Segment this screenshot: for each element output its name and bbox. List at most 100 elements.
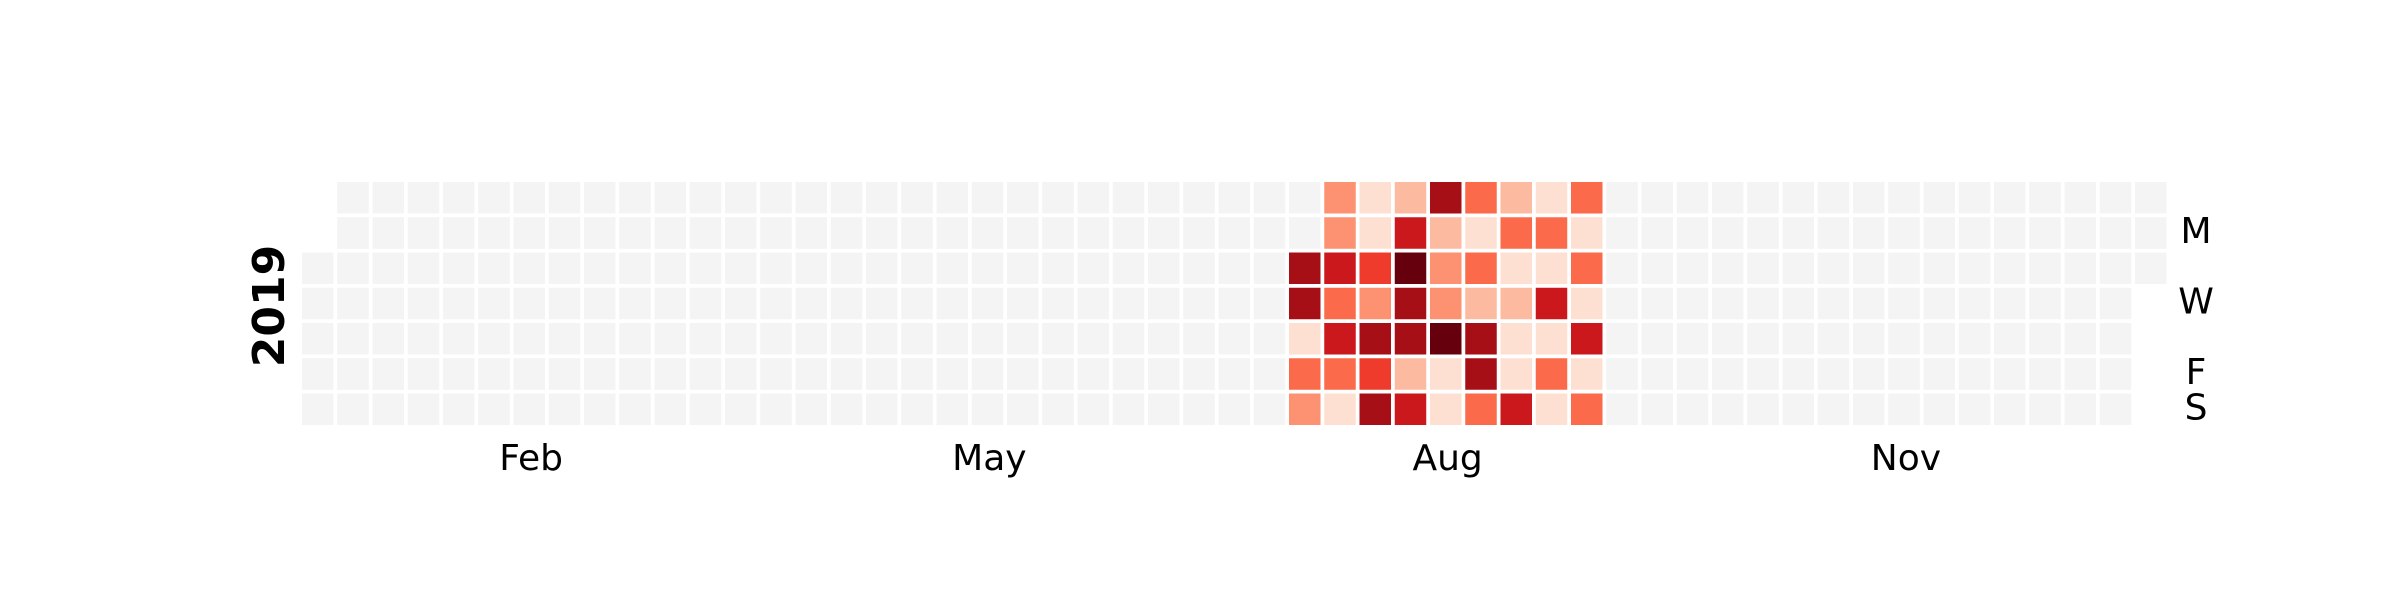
empty-day-cell [1183, 252, 1215, 284]
empty-day-cell [1077, 358, 1109, 390]
empty-day-cell [2099, 393, 2132, 425]
empty-day-cell [1218, 182, 1250, 214]
empty-day-cell [1112, 252, 1145, 284]
empty-day-cell [478, 393, 510, 425]
empty-day-cell [1183, 287, 1215, 320]
empty-day-cell [1042, 323, 1074, 355]
day-cell [1535, 358, 1568, 390]
day-cell [1500, 252, 1532, 284]
empty-day-cell [619, 252, 651, 284]
empty-day-cell [830, 323, 863, 355]
day-cell [1500, 323, 1532, 355]
empty-day-cell [372, 182, 404, 214]
empty-day-cell [1042, 287, 1074, 320]
empty-day-cell [1712, 287, 1744, 320]
day-cell [1500, 182, 1532, 214]
empty-day-cell [302, 358, 334, 390]
empty-day-cell [337, 217, 369, 249]
empty-day-cell [795, 217, 827, 249]
empty-day-cell [2029, 287, 2061, 320]
empty-day-cell [2099, 358, 2132, 390]
day-cell [1289, 323, 1321, 355]
empty-day-cell [1958, 358, 1991, 390]
day-cell [1289, 358, 1321, 390]
empty-day-cell [1007, 393, 1039, 425]
empty-day-cell [1218, 217, 1250, 249]
empty-day-cell [1183, 323, 1215, 355]
empty-day-cell [1077, 287, 1109, 320]
day-cell [1465, 323, 1497, 355]
empty-day-cell [1112, 217, 1145, 249]
empty-day-cell [1782, 217, 1814, 249]
empty-day-cell [1183, 393, 1215, 425]
day-cell [1465, 358, 1497, 390]
empty-day-cell [1782, 287, 1814, 320]
empty-day-cell [1218, 358, 1250, 390]
empty-day-cell [795, 323, 827, 355]
empty-day-cell [1007, 323, 1039, 355]
empty-day-cell [302, 252, 334, 284]
empty-day-cell [1958, 287, 1991, 320]
x-tick-labels: Feb May Aug Nov [499, 438, 1941, 479]
x-tick-label: May [952, 438, 1026, 479]
empty-day-cell [971, 358, 1004, 390]
empty-day-cell [725, 323, 757, 355]
empty-day-cell [971, 287, 1004, 320]
empty-day-cell [2064, 217, 2096, 249]
empty-day-cell [478, 217, 510, 249]
empty-day-cell [2064, 252, 2096, 284]
empty-day-cell [866, 252, 898, 284]
empty-day-cell [478, 182, 510, 214]
empty-day-cell [1782, 252, 1814, 284]
empty-day-cell [936, 393, 968, 425]
empty-day-cell [1747, 182, 1779, 214]
empty-day-cell [760, 393, 792, 425]
empty-day-cell [936, 358, 968, 390]
empty-day-cell [443, 217, 475, 249]
empty-day-cell [2064, 323, 2096, 355]
empty-day-cell [513, 182, 545, 214]
empty-day-cell [2099, 182, 2132, 214]
empty-day-cell [760, 358, 792, 390]
day-cell [1430, 182, 1462, 214]
y-tick-label: M [2180, 211, 2211, 252]
empty-day-cell [2064, 358, 2096, 390]
empty-day-cell [1747, 323, 1779, 355]
empty-day-cell [1994, 287, 2026, 320]
empty-day-cell [1218, 393, 1250, 425]
empty-day-cell [1958, 182, 1991, 214]
y-tick-label: F [2186, 352, 2207, 393]
empty-day-cell [971, 323, 1004, 355]
empty-day-cell [1253, 393, 1286, 425]
empty-day-cell [1676, 358, 1709, 390]
empty-day-cell [478, 252, 510, 284]
day-cell [1394, 323, 1427, 355]
empty-day-cell [1888, 217, 1920, 249]
empty-day-cell [2099, 217, 2132, 249]
day-cell [1571, 217, 1603, 249]
empty-day-cell [1782, 323, 1814, 355]
empty-day-cell [443, 323, 475, 355]
empty-day-cell [619, 358, 651, 390]
empty-day-cell [478, 358, 510, 390]
empty-day-cell [2029, 252, 2061, 284]
empty-day-cell [1712, 252, 1744, 284]
empty-day-cell [1817, 393, 1850, 425]
day-cell [1394, 252, 1427, 284]
empty-day-cell [372, 287, 404, 320]
day-cell [1500, 217, 1532, 249]
empty-day-cell [584, 323, 616, 355]
empty-day-cell [372, 323, 404, 355]
empty-day-cell [2135, 217, 2167, 249]
empty-day-cell [830, 252, 863, 284]
empty-day-cell [760, 323, 792, 355]
empty-day-cell [1606, 358, 1638, 390]
empty-day-cell [689, 358, 722, 390]
empty-day-cell [1606, 252, 1638, 284]
empty-day-cell [760, 182, 792, 214]
empty-day-cell [971, 217, 1004, 249]
empty-day-cell [1817, 252, 1850, 284]
empty-day-cell [1042, 252, 1074, 284]
